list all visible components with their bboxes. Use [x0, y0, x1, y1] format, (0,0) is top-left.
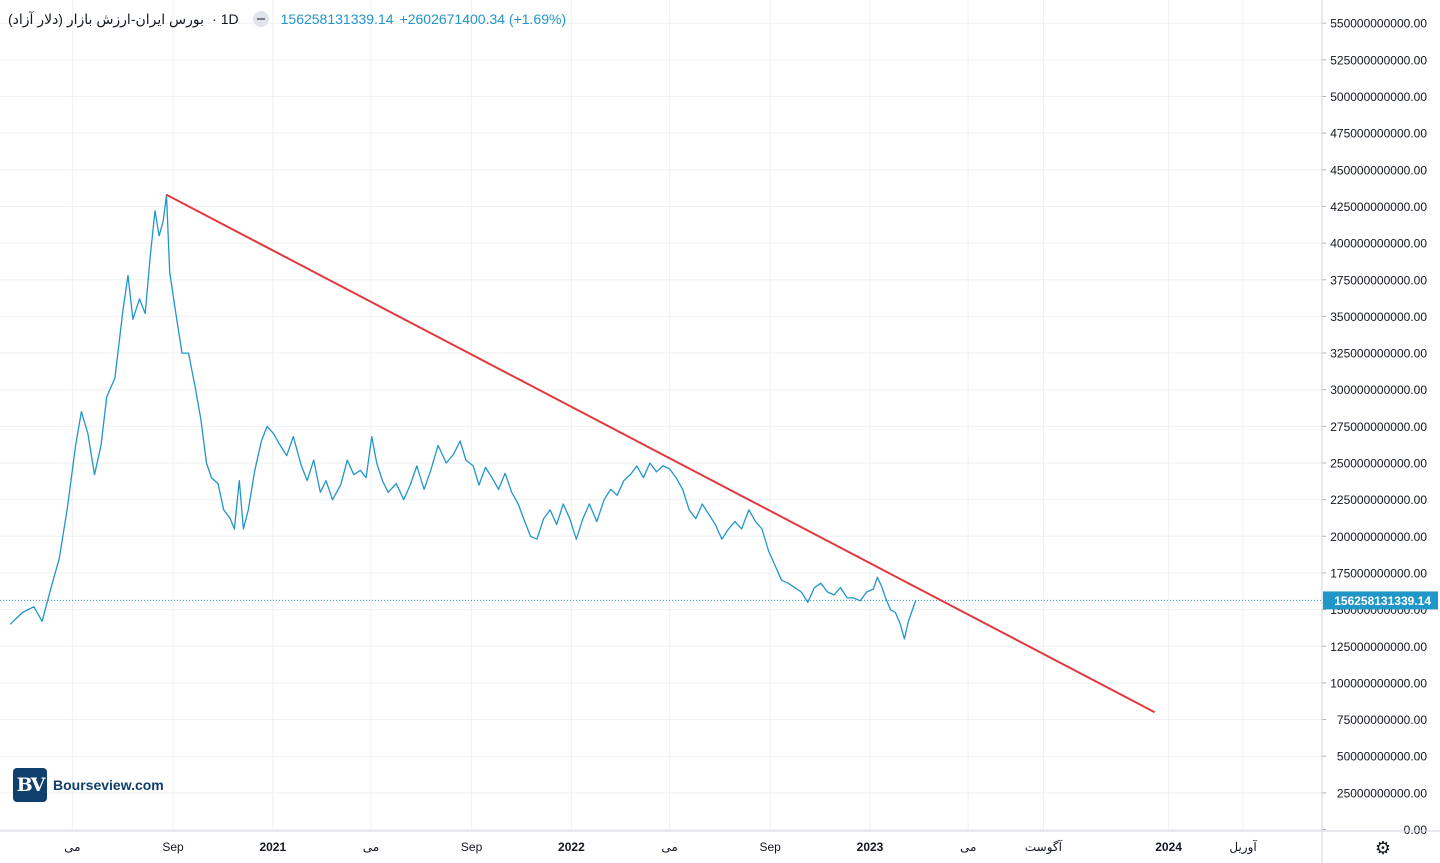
current-price-label-text: 156258131339.14 — [1334, 594, 1431, 608]
brand-name: Bourseview.com — [53, 777, 164, 793]
gear-icon[interactable]: ⚙ — [1374, 838, 1392, 858]
y-tick-label: 400000000000.00 — [1330, 237, 1427, 251]
legend-separator: · — [212, 11, 217, 27]
y-tick-label: 425000000000.00 — [1330, 200, 1427, 214]
y-tick-label: 325000000000.00 — [1330, 347, 1427, 361]
trendline-drawing[interactable] — [165, 193, 1156, 714]
y-tick-label: 75000000000.00 — [1337, 713, 1427, 727]
x-tick-label: می — [960, 840, 976, 854]
chart-grid — [0, 0, 1322, 831]
y-tick-label: 100000000000.00 — [1330, 676, 1427, 690]
x-tick-label: می — [363, 840, 379, 854]
y-tick-label: 350000000000.00 — [1330, 310, 1427, 324]
x-tick-label: Sep — [162, 840, 184, 854]
y-tick-label: 50000000000.00 — [1337, 750, 1427, 764]
y-tick-label: 375000000000.00 — [1330, 273, 1427, 287]
y-tick-label: 250000000000.00 — [1330, 457, 1427, 471]
price-series-line — [9, 194, 917, 640]
chart-legend: بورس ایران-ارزش بازار (دلار آزاد) · 1D 1… — [8, 9, 572, 29]
x-tick-label: 2023 — [857, 840, 884, 854]
x-tick-label: 2024 — [1155, 840, 1182, 854]
y-tick-label: 550000000000.00 — [1330, 17, 1427, 31]
y-tick-label: 25000000000.00 — [1337, 786, 1427, 800]
x-tick-label: می — [64, 840, 80, 854]
y-tick-label: 275000000000.00 — [1330, 420, 1427, 434]
y-tick-label: 125000000000.00 — [1330, 640, 1427, 654]
y-tick-label: 200000000000.00 — [1330, 530, 1427, 544]
minus-icon[interactable] — [252, 11, 269, 27]
y-tick-label: 525000000000.00 — [1330, 53, 1427, 67]
x-tick-label: آگوست — [1025, 839, 1063, 855]
y-tick-label: 450000000000.00 — [1330, 163, 1427, 177]
current-price-label: 156258131339.14 — [1323, 591, 1438, 610]
y-tick-label: 300000000000.00 — [1330, 383, 1427, 397]
bourseview-logo-icon: BV — [13, 768, 47, 802]
y-tick-label: 500000000000.00 — [1330, 90, 1427, 104]
y-tick-label: 175000000000.00 — [1330, 566, 1427, 580]
y-tick-label: 225000000000.00 — [1330, 493, 1427, 507]
x-tick-label: 2021 — [259, 840, 286, 854]
y-tick-label: 0.00 — [1404, 823, 1428, 837]
y-tick-label: 475000000000.00 — [1330, 127, 1427, 141]
interval-label[interactable]: 1D — [220, 11, 239, 27]
x-tick-label: 2022 — [558, 840, 585, 854]
x-tick-label: می — [661, 840, 677, 854]
price-change: +2602671400.34 (+1.69%) — [399, 11, 567, 27]
x-tick-label: Sep — [760, 840, 782, 854]
watermark-logo: BV Bourseview.com — [13, 768, 164, 802]
last-value: 156258131339.14 — [280, 11, 394, 27]
x-axis[interactable]: می Sep 2021 می Sep 2022 می Sep 2023 می آگوست 2024 آو… — [0, 830, 1440, 855]
symbol-title[interactable]: بورس ایران-ارزش بازار (دلار آزاد) — [8, 10, 205, 27]
x-tick-label: آوریل — [1229, 839, 1257, 855]
y-axis[interactable]: 550000000000.00 525000000000.00 5000000000… — [1321, 0, 1428, 863]
x-tick-label: Sep — [461, 840, 483, 854]
